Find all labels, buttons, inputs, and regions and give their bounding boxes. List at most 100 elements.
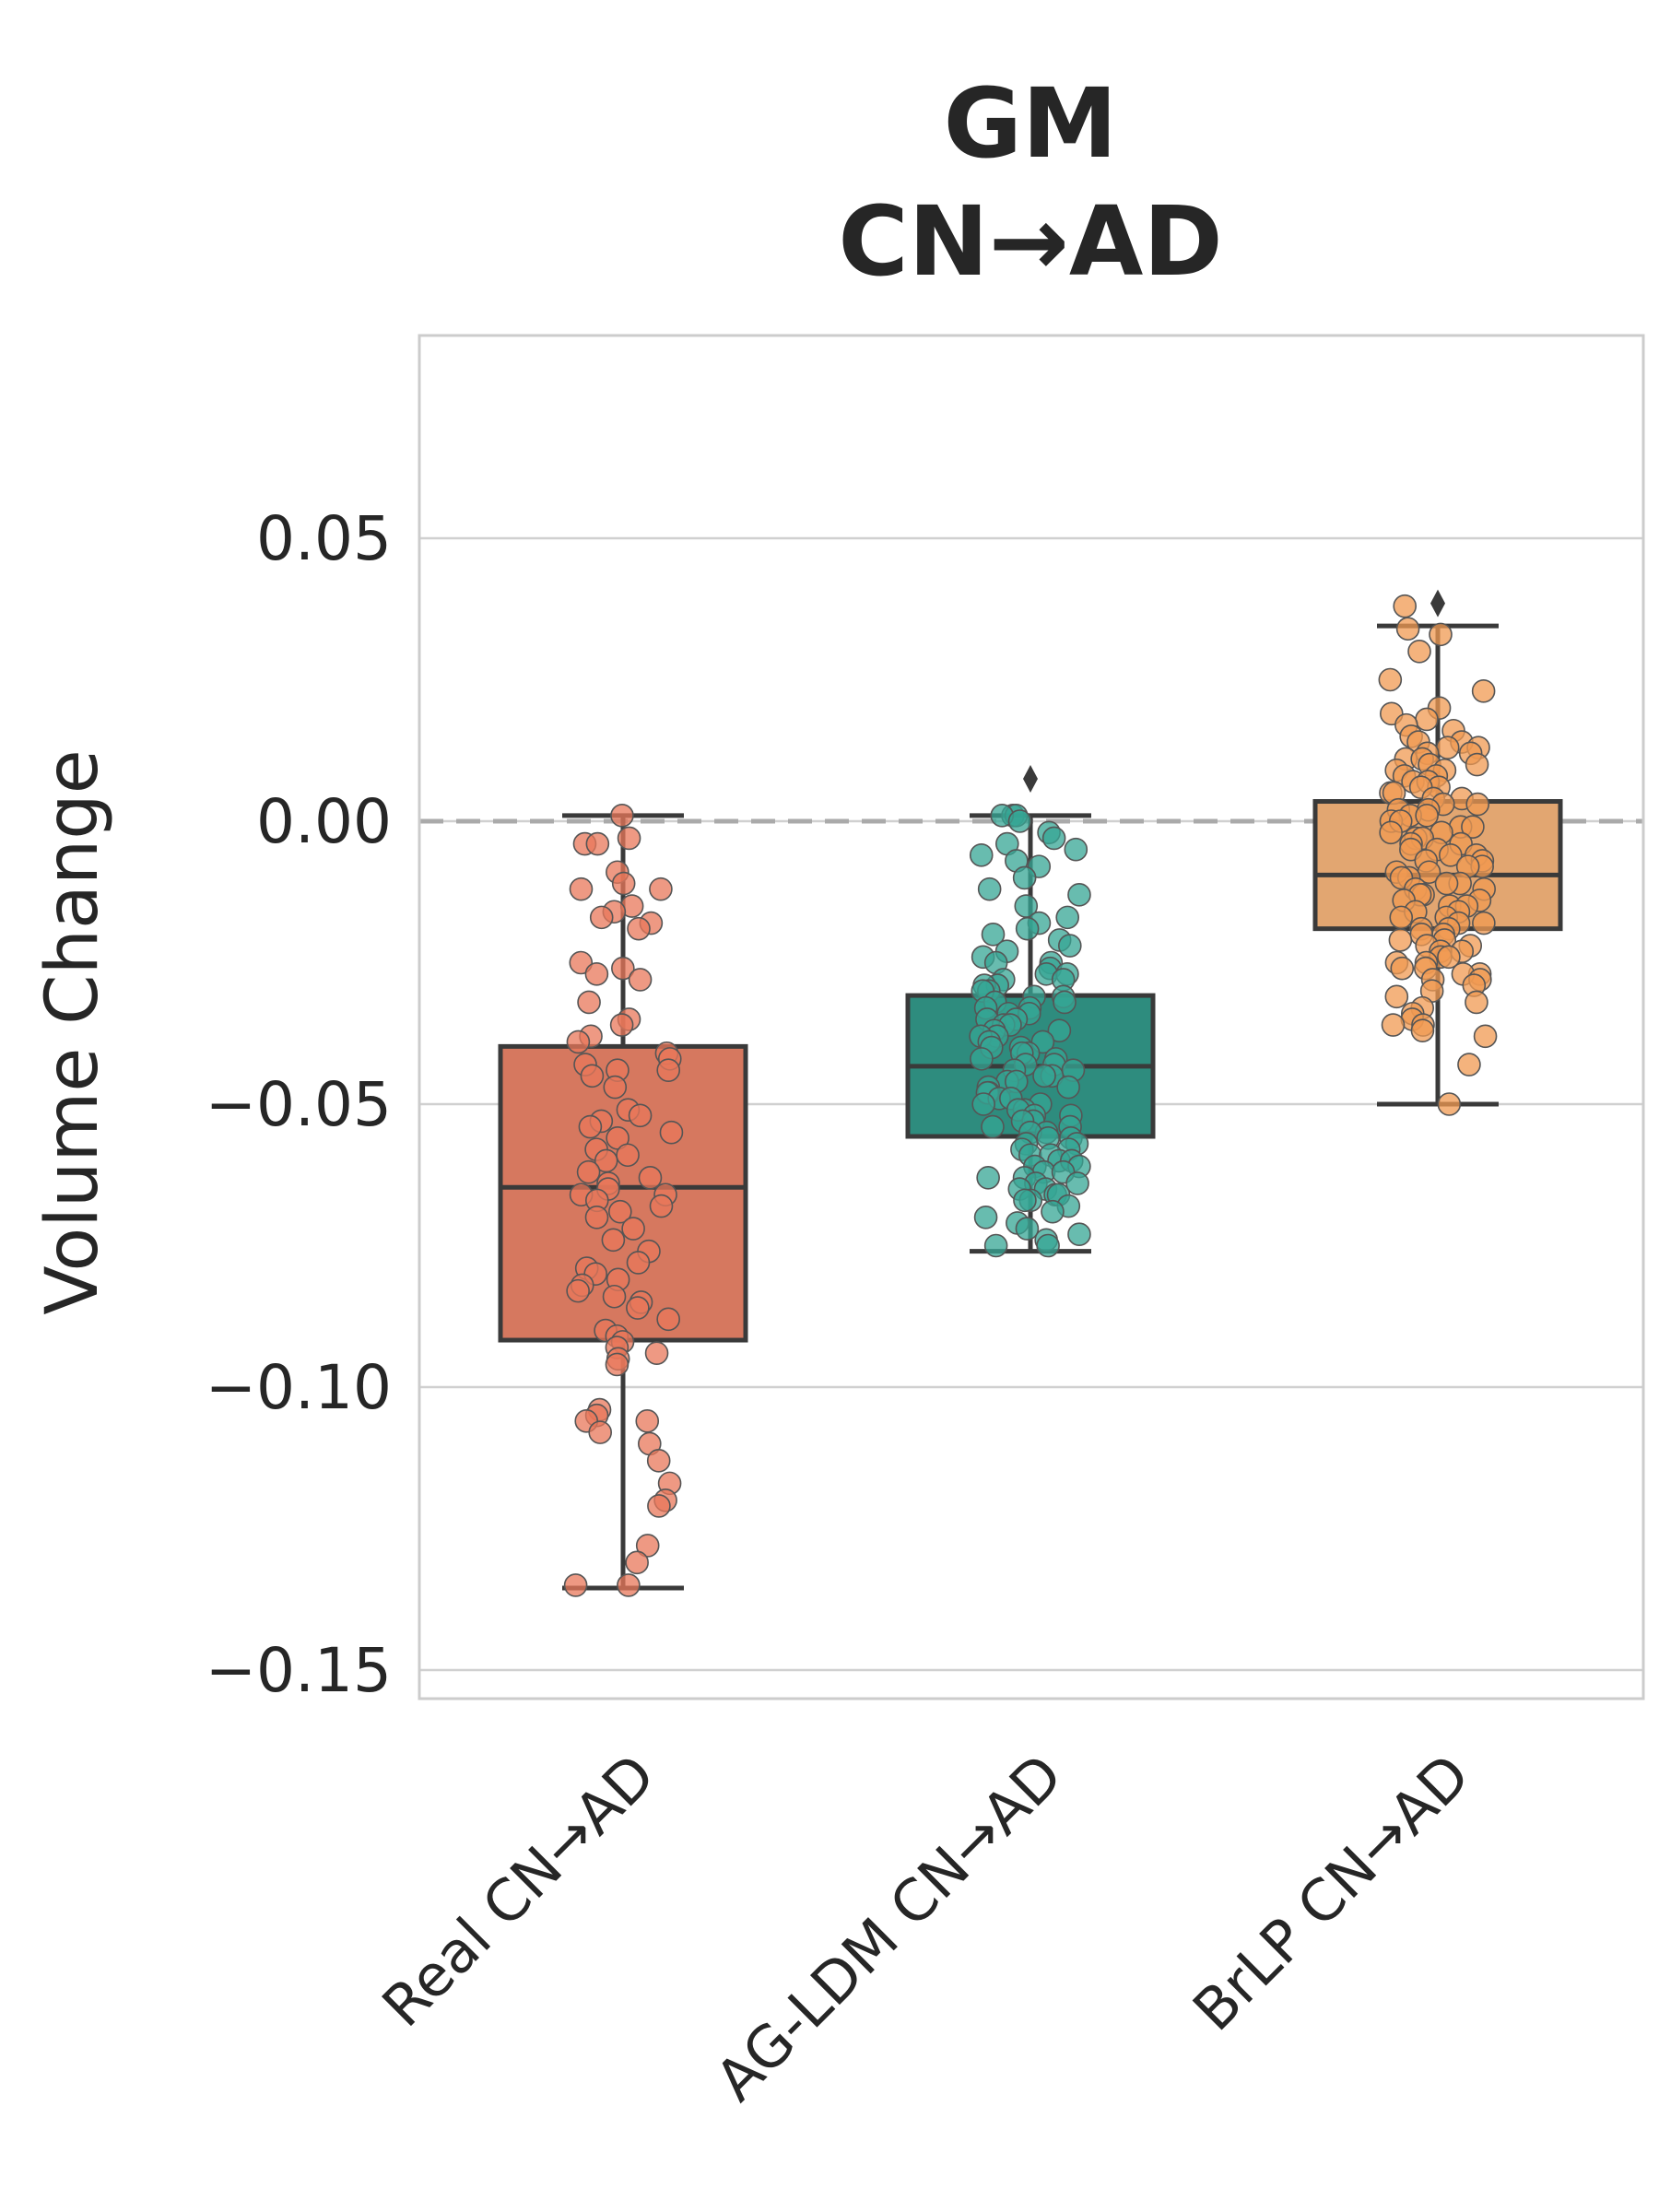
data-point (1041, 826, 1066, 851)
data-point (1053, 990, 1077, 1015)
data-point (625, 1550, 649, 1575)
data-point (1465, 752, 1489, 777)
y-axis-ticks: 0.05 0.00 −0.05 −0.10 −0.15 (206, 503, 392, 1706)
data-point (608, 1199, 632, 1224)
data-point (628, 1103, 653, 1128)
data-point (970, 1047, 994, 1071)
data-point (638, 1166, 663, 1190)
outlier-marker (1023, 764, 1038, 793)
data-point (1439, 843, 1463, 867)
data-point (1461, 815, 1485, 839)
data-point (584, 961, 609, 986)
chart-title-line-2: CN→AD (838, 185, 1222, 298)
data-point (601, 1228, 626, 1253)
data-point (1473, 1024, 1498, 1049)
data-point (611, 871, 636, 896)
data-point (646, 1449, 671, 1473)
x-axis-ticks: Real CN→AD AG-LDM CN→AD BrLP CN→AD (370, 1741, 1483, 2113)
data-point (1067, 1222, 1091, 1247)
data-point (621, 1217, 645, 1241)
data-point (1390, 956, 1415, 981)
data-point (1036, 1233, 1060, 1258)
data-point (983, 1233, 1008, 1258)
data-point (635, 1534, 660, 1558)
data-points (563, 594, 1498, 1597)
y-tick-label: 0.05 (256, 503, 392, 574)
data-point (566, 1278, 590, 1303)
data-point (1041, 1199, 1065, 1224)
data-point (656, 1307, 680, 1332)
data-point (1007, 809, 1032, 833)
data-point (578, 1114, 603, 1139)
data-point (1065, 1171, 1089, 1195)
y-tick-label: −0.15 (206, 1635, 392, 1706)
data-point (659, 1120, 684, 1145)
data-point (1067, 883, 1091, 907)
data-point (1393, 594, 1418, 618)
data-point (1015, 1217, 1040, 1241)
data-point (1064, 837, 1088, 862)
data-point (1047, 1018, 1072, 1042)
data-point (973, 1206, 998, 1230)
data-point (566, 1030, 591, 1054)
data-point (1415, 707, 1439, 732)
data-point (969, 843, 994, 867)
data-point (580, 1064, 605, 1088)
data-point (585, 831, 610, 856)
data-point (628, 968, 653, 992)
data-point (1457, 1053, 1481, 1077)
y-axis-label: Volume Change (31, 749, 114, 1315)
data-point (644, 1341, 669, 1365)
y-tick-label: −0.05 (206, 1069, 392, 1140)
data-point (589, 905, 614, 930)
data-point (1384, 984, 1409, 1009)
y-tick-label: −0.10 (206, 1352, 392, 1423)
data-point (1379, 820, 1403, 845)
data-point (1435, 735, 1460, 759)
data-point (1057, 934, 1082, 958)
data-point (1381, 1013, 1406, 1037)
data-point (1012, 865, 1037, 890)
data-point (1032, 1064, 1056, 1088)
data-point (588, 1420, 612, 1444)
data-point (1415, 804, 1439, 828)
data-point (563, 1573, 588, 1597)
data-point (605, 1352, 629, 1377)
data-point (1410, 1018, 1435, 1042)
x-tick-label: AG-LDM CN→AD (702, 1741, 1075, 2113)
chart-title-line-1: GM (944, 67, 1118, 180)
data-point (1407, 639, 1431, 664)
data-point (1434, 871, 1459, 896)
data-point (1471, 678, 1496, 703)
data-point (569, 877, 594, 901)
data-point (1378, 667, 1403, 692)
data-point (976, 1166, 1000, 1190)
data-point (1437, 945, 1461, 970)
data-point (1015, 916, 1040, 941)
data-point (977, 877, 1002, 901)
data-point (1389, 905, 1414, 930)
data-point (627, 916, 651, 941)
data-point (626, 1296, 650, 1320)
data-point (602, 1284, 627, 1309)
data-point (981, 922, 1006, 947)
data-point (656, 1058, 681, 1082)
data-point (611, 956, 635, 981)
data-point (1437, 1092, 1462, 1116)
data-point (1465, 792, 1490, 817)
x-tick-label: Real CN→AD (370, 1741, 668, 2040)
data-point (1472, 911, 1496, 935)
data-point (649, 1194, 674, 1218)
data-point (1465, 990, 1488, 1015)
data-point (635, 1409, 660, 1433)
data-point (603, 1075, 628, 1100)
data-point (626, 1251, 651, 1275)
plot-area-frame (418, 334, 1645, 1700)
data-point (609, 1013, 634, 1037)
data-point (1429, 622, 1453, 647)
data-point (610, 804, 634, 828)
data-point (647, 1494, 671, 1518)
data-point (649, 877, 673, 901)
data-point (577, 990, 601, 1015)
